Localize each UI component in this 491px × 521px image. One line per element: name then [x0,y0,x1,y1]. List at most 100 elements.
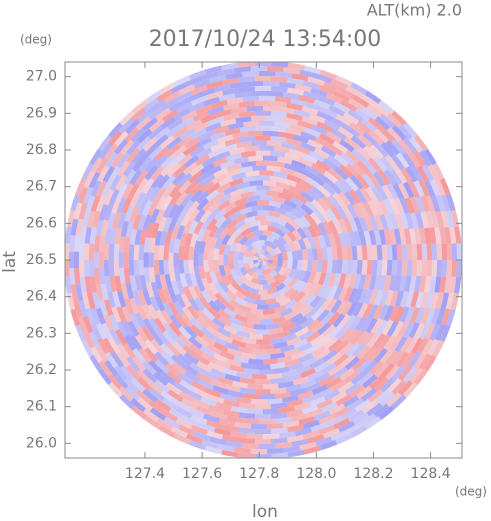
radar-cell [129,275,138,291]
radar-cell [362,374,378,389]
radar-cell [225,72,243,80]
radar-cell [229,364,245,373]
radar-cell [233,233,244,244]
radar-cell [328,104,346,117]
radar-cell [113,260,120,277]
radar-cell [143,252,149,268]
radar-cell [316,110,334,122]
radar-cell [299,215,312,228]
radar-cell [425,195,436,213]
radar-cell [252,165,267,171]
radar-cell [327,311,341,326]
radar-cell [206,165,222,177]
radar-cell [337,126,354,140]
radar-cell [380,362,395,379]
radar-cell [238,166,253,174]
radar-cell [327,220,338,235]
radar-cell [230,406,248,414]
radar-cell [343,273,352,289]
radar-cell [240,191,254,199]
radar-cell [261,245,268,251]
radar-cell [304,343,320,355]
radar-cell [298,94,316,104]
radar-cell [258,95,276,102]
radar-cell [383,305,395,322]
radar-cell [81,292,91,309]
radar-cell [415,196,426,214]
radar-cell [322,220,333,235]
radar-cell [332,366,349,380]
radar-cell [430,307,441,325]
radar-cell [223,409,240,418]
radar-cell [137,289,147,306]
radar-cell [73,251,80,269]
x-tick-label: 128.2 [353,466,393,482]
radar-cell [254,100,272,106]
radar-cell [249,292,261,300]
radar-cell [178,333,193,348]
radar-cell [456,260,462,277]
radar-cell [148,317,161,334]
radar-cell [206,217,218,231]
radar-cell [353,230,362,246]
radar-cell [216,182,231,194]
radar-cell [215,109,232,119]
radar-cell [229,322,244,332]
radar-cell [82,186,94,204]
radar-cell [380,348,394,364]
radar-cell [256,185,270,191]
radar-cell [144,165,158,181]
radar-cell [289,387,306,397]
radar-cell [286,409,303,418]
radar-cell [107,212,116,229]
radar-cell [116,182,129,200]
radar-cell [233,250,240,260]
radar-cell [396,244,403,260]
radar-cell [170,82,188,94]
radar-cell [102,337,115,355]
radar-cell [290,300,303,312]
radar-cell [391,110,407,126]
radar-cell [243,393,260,400]
radar-cell [204,65,223,75]
radar-cell [295,145,312,156]
radar-cell [246,433,263,440]
radar-cell [226,273,236,286]
radar-cell [439,178,451,196]
radar-cell [210,410,228,421]
radar-cell [402,366,417,383]
radar-cell [233,446,251,454]
radar-cell [356,260,363,275]
radar-cell [92,210,101,228]
radar-cell [275,441,293,449]
radar-cell [302,153,318,164]
radar-cell [310,422,328,433]
radar-cell [148,186,161,203]
radar-cell [125,385,141,401]
radar-cell [132,289,142,306]
radar-cell [327,167,343,182]
radar-cell [218,176,233,187]
radar-cell [243,256,249,264]
x-tick-label: 127.8 [239,466,279,482]
radar-cell [338,232,347,247]
radar-cell [258,70,276,77]
radar-cell [348,216,359,233]
radar-cell [99,267,106,285]
radar-cell [323,389,341,401]
radar-cell [256,339,270,345]
radar-cell [223,185,238,196]
radar-cell [248,155,263,162]
radar-cell [234,91,252,99]
radar-cell [318,424,336,436]
radar-cell [309,357,325,370]
radar-cell [270,135,287,143]
radar-cell [190,189,204,203]
radar-cell [132,356,147,372]
radar-cell [207,404,225,415]
radar-cell [94,235,101,253]
radar-cell [374,116,391,131]
radar-cell [193,387,210,399]
radar-cell [284,358,300,368]
